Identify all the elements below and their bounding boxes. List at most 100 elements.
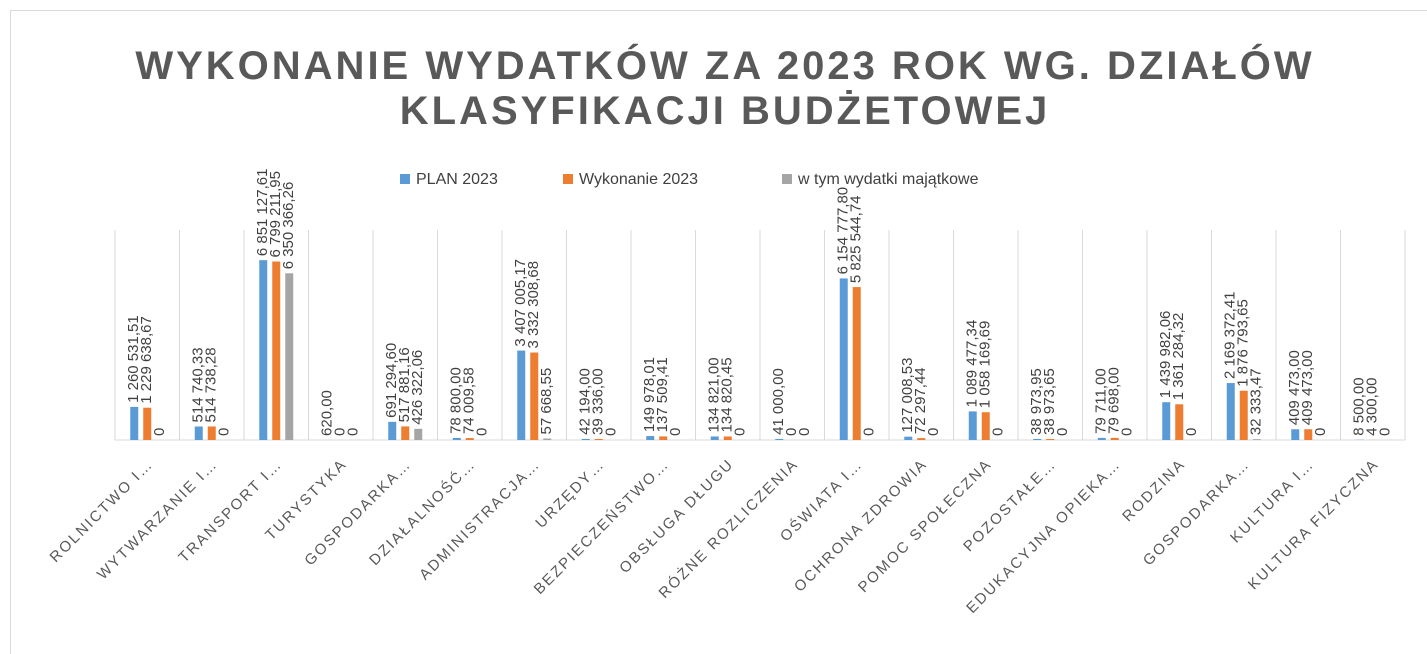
value-label: 149 978,01 [641,357,658,432]
x-tick-label: KULTURA FIZYCZNA [1245,456,1383,594]
value-label: 1 058 169,69 [977,321,994,409]
value-label: 0 [1119,428,1136,436]
bar [1033,438,1042,440]
value-label: 78 800,00 [448,367,465,434]
bar [465,438,474,440]
x-tick-label: ROLNICTWO I… [47,456,157,566]
value-label: 38 973,65 [1041,368,1058,435]
value-label: 74 009,58 [461,367,478,434]
value-label: 0 [1377,428,1394,436]
bar [646,436,655,440]
value-label: 514 738,28 [203,347,220,422]
x-tick-label: DZIAŁALNOŚĆ… [365,455,479,569]
legend-swatch [400,174,410,184]
x-tick-label: GOSPODARKA… [1140,456,1254,570]
bar [194,426,203,440]
bar [452,437,461,440]
value-label: 0 [1312,428,1329,436]
bar [1304,429,1313,440]
bar [904,436,913,440]
x-tick-label: OBSŁUGA DŁUGU [616,456,737,577]
value-label: 0 [474,428,491,436]
x-tick-label: RODZINA [1119,456,1189,526]
value-label: 134 821,00 [706,357,723,432]
value-label: 38 973,95 [1028,368,1045,435]
bar [130,406,139,440]
legend-swatch [563,174,573,184]
value-label: 1 439 982,06 [1157,311,1174,399]
bar [285,273,294,440]
value-label: 0 [990,428,1007,436]
chart-frame [10,10,1427,654]
bar [1110,437,1119,440]
bar [143,407,152,440]
bar [1175,404,1184,440]
bar [414,428,423,440]
bar [852,287,861,440]
value-label: 0 [332,428,349,436]
value-label: 0 [345,428,362,436]
bar [543,438,552,440]
bar [259,260,268,440]
value-label: 0 [925,428,942,436]
legend-label: Wykonanie 2023 [579,171,698,188]
value-label: 620,00 [319,390,336,436]
bar [388,421,397,440]
value-label: 0 [1054,428,1071,436]
bar [1162,402,1171,440]
value-label: 6 350 366,26 [280,182,297,270]
bar [1291,429,1300,440]
x-tick-label: BEZPIECZEŃSTWO… [531,456,673,598]
bar [1046,438,1055,440]
bar [207,426,216,440]
x-tick-label: RÓŻNE ROZLICZENIA [655,455,802,602]
value-label: 1 089 477,34 [964,320,981,408]
chart-title: WYKONANIE WYDATKÓW ZA 2023 ROK WG. DZIAŁ… [135,44,1315,133]
value-label: 0 [796,428,813,436]
value-label: 409 473,00 [1299,350,1316,425]
bar [1097,437,1106,440]
value-label: 79 711,00 [1093,368,1110,434]
value-label: 0 [603,428,620,436]
value-label: 57 668,55 [538,368,555,435]
value-label: 514 740,33 [190,347,207,422]
value-label: 0 [861,428,878,436]
value-label: 1 260 531,51 [125,315,142,403]
value-label: 6 799 211,95 [267,171,284,257]
bar [775,438,784,440]
value-label: 1 876 793,65 [1235,299,1252,387]
value-label: 409 473,00 [1286,350,1303,425]
value-label: 517 881,16 [396,347,413,422]
value-label: 8 500,00 [1351,377,1368,435]
bar [594,438,603,440]
value-label: 3 332 308,68 [525,261,542,349]
x-tick-label: OCHRONA ZDROWIA [791,456,931,596]
bar [968,411,977,440]
value-label: 1 229 638,67 [138,316,155,404]
value-label: 137 509,41 [654,357,671,432]
bar [917,438,926,440]
value-label: 72 297,44 [912,367,929,434]
value-label: 426 322,06 [409,350,426,425]
value-label: 0 [216,428,233,436]
value-label: 6 851 127,61 [254,169,271,257]
value-label: 2 169 372,41 [1222,291,1239,379]
x-tick-label: GOSPODARKA… [301,456,415,570]
value-label: 0 [1183,428,1200,436]
legend-label: PLAN 2023 [416,171,498,188]
x-tick-label: ADMINISTRACJA… [416,456,544,584]
bar [517,350,526,440]
legend-label: w tym wydatki majątkowe [797,171,979,188]
value-label: 0 [151,428,168,436]
x-tick-label: WYTWARZANIE I… [94,456,221,583]
value-label: 0 [732,428,749,436]
value-label: 1 361 284,32 [1170,313,1187,401]
value-label: 39 336,00 [590,368,607,435]
value-label: 0 [783,428,800,436]
value-label: 79 698,00 [1106,367,1123,434]
bar [659,436,668,440]
value-label: 32 333,47 [1248,368,1265,435]
bar [272,261,281,440]
